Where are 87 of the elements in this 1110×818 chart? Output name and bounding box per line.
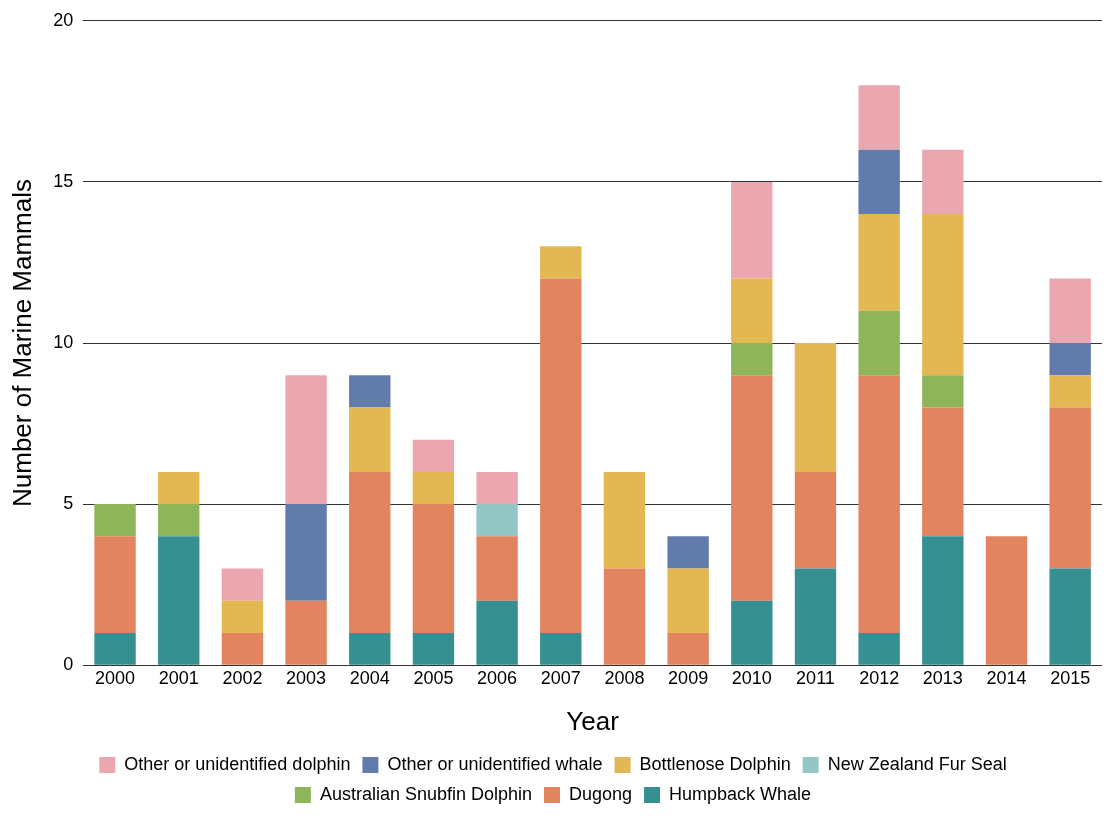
bar xyxy=(1049,278,1091,343)
bar xyxy=(476,600,518,665)
x-tick-label: 2009 xyxy=(668,667,709,688)
x-tick-label: 2002 xyxy=(222,667,263,688)
bar xyxy=(158,471,200,505)
bar xyxy=(858,310,900,376)
bar xyxy=(412,632,455,665)
legend-label: Humpback Whale xyxy=(669,783,812,804)
bar xyxy=(412,439,455,472)
bar xyxy=(922,407,964,537)
legend-label: Other or unidentified dolphin xyxy=(124,753,351,774)
bar xyxy=(667,632,709,665)
bar xyxy=(349,471,391,633)
x-tick-label: 2006 xyxy=(477,667,518,688)
x-tick-label: 2010 xyxy=(731,667,772,688)
bar xyxy=(794,568,837,665)
bar xyxy=(221,632,264,665)
bar xyxy=(158,504,200,537)
x-tick-label: 2004 xyxy=(349,667,390,688)
x-axis-title: Year xyxy=(566,705,620,736)
bar xyxy=(858,149,900,215)
x-tick-label: 2008 xyxy=(604,667,645,688)
y-tick-label: 5 xyxy=(63,493,74,514)
bar xyxy=(985,536,1028,665)
x-tick-label: 2007 xyxy=(540,667,581,688)
bar xyxy=(1049,375,1091,408)
bar xyxy=(285,504,327,601)
x-tick-label: 2015 xyxy=(1050,667,1091,688)
bar xyxy=(94,632,136,665)
y-tick-label: 20 xyxy=(53,9,74,30)
bar xyxy=(1049,568,1091,665)
y-axis-title: Number of Marine Mammals xyxy=(6,179,37,507)
bar xyxy=(731,600,773,665)
bar xyxy=(285,600,327,665)
bar xyxy=(731,343,773,376)
x-tick-label: 2014 xyxy=(986,667,1027,688)
bar xyxy=(731,375,773,601)
x-tick-label: 2001 xyxy=(158,667,199,688)
bar xyxy=(158,536,200,665)
bar xyxy=(858,214,900,311)
bar xyxy=(858,632,900,665)
bar xyxy=(794,471,837,569)
bar xyxy=(858,375,900,633)
bar xyxy=(540,246,582,279)
y-tick-label: 10 xyxy=(53,331,74,352)
bar xyxy=(94,536,136,633)
bar xyxy=(349,632,391,665)
bar xyxy=(476,471,518,505)
legend-label: Bottlenose Dolphin xyxy=(639,753,791,774)
bar xyxy=(476,504,518,537)
y-tick-label: 0 xyxy=(63,654,74,675)
bar xyxy=(922,375,964,408)
bar xyxy=(349,375,391,408)
bar xyxy=(476,536,518,601)
bar xyxy=(794,343,837,472)
x-tick-label: 2011 xyxy=(796,667,835,688)
bar xyxy=(349,407,391,472)
bar xyxy=(667,568,709,633)
legend-label: Other or unidentified whale xyxy=(387,753,603,774)
bar xyxy=(285,375,327,505)
bar xyxy=(1049,343,1091,376)
legend-label: New Zealand Fur Seal xyxy=(827,753,1007,774)
x-tick-label: 2003 xyxy=(286,667,327,688)
x-tick-label: 2005 xyxy=(413,667,454,688)
y-tick-label: 15 xyxy=(53,170,74,191)
bar xyxy=(922,214,964,376)
bar xyxy=(731,181,773,279)
bar xyxy=(540,278,582,633)
bar xyxy=(221,600,264,633)
x-tick-label: 2013 xyxy=(922,667,963,688)
bar xyxy=(540,632,582,665)
bar xyxy=(667,536,709,569)
bar xyxy=(221,568,264,601)
bar xyxy=(731,278,773,343)
bar xyxy=(603,568,646,665)
bar xyxy=(922,149,964,215)
x-tick-label: 2000 xyxy=(95,667,136,688)
bar xyxy=(1049,407,1091,569)
bar xyxy=(94,504,136,537)
legend-label: Dugong xyxy=(569,783,633,804)
x-tick-label: 2012 xyxy=(859,667,900,688)
bar xyxy=(412,504,455,633)
bar xyxy=(922,536,964,665)
bar xyxy=(412,471,455,505)
bar xyxy=(858,85,900,150)
legend-label: Australian Snubfin Dolphin xyxy=(319,783,533,804)
bar xyxy=(603,471,646,569)
